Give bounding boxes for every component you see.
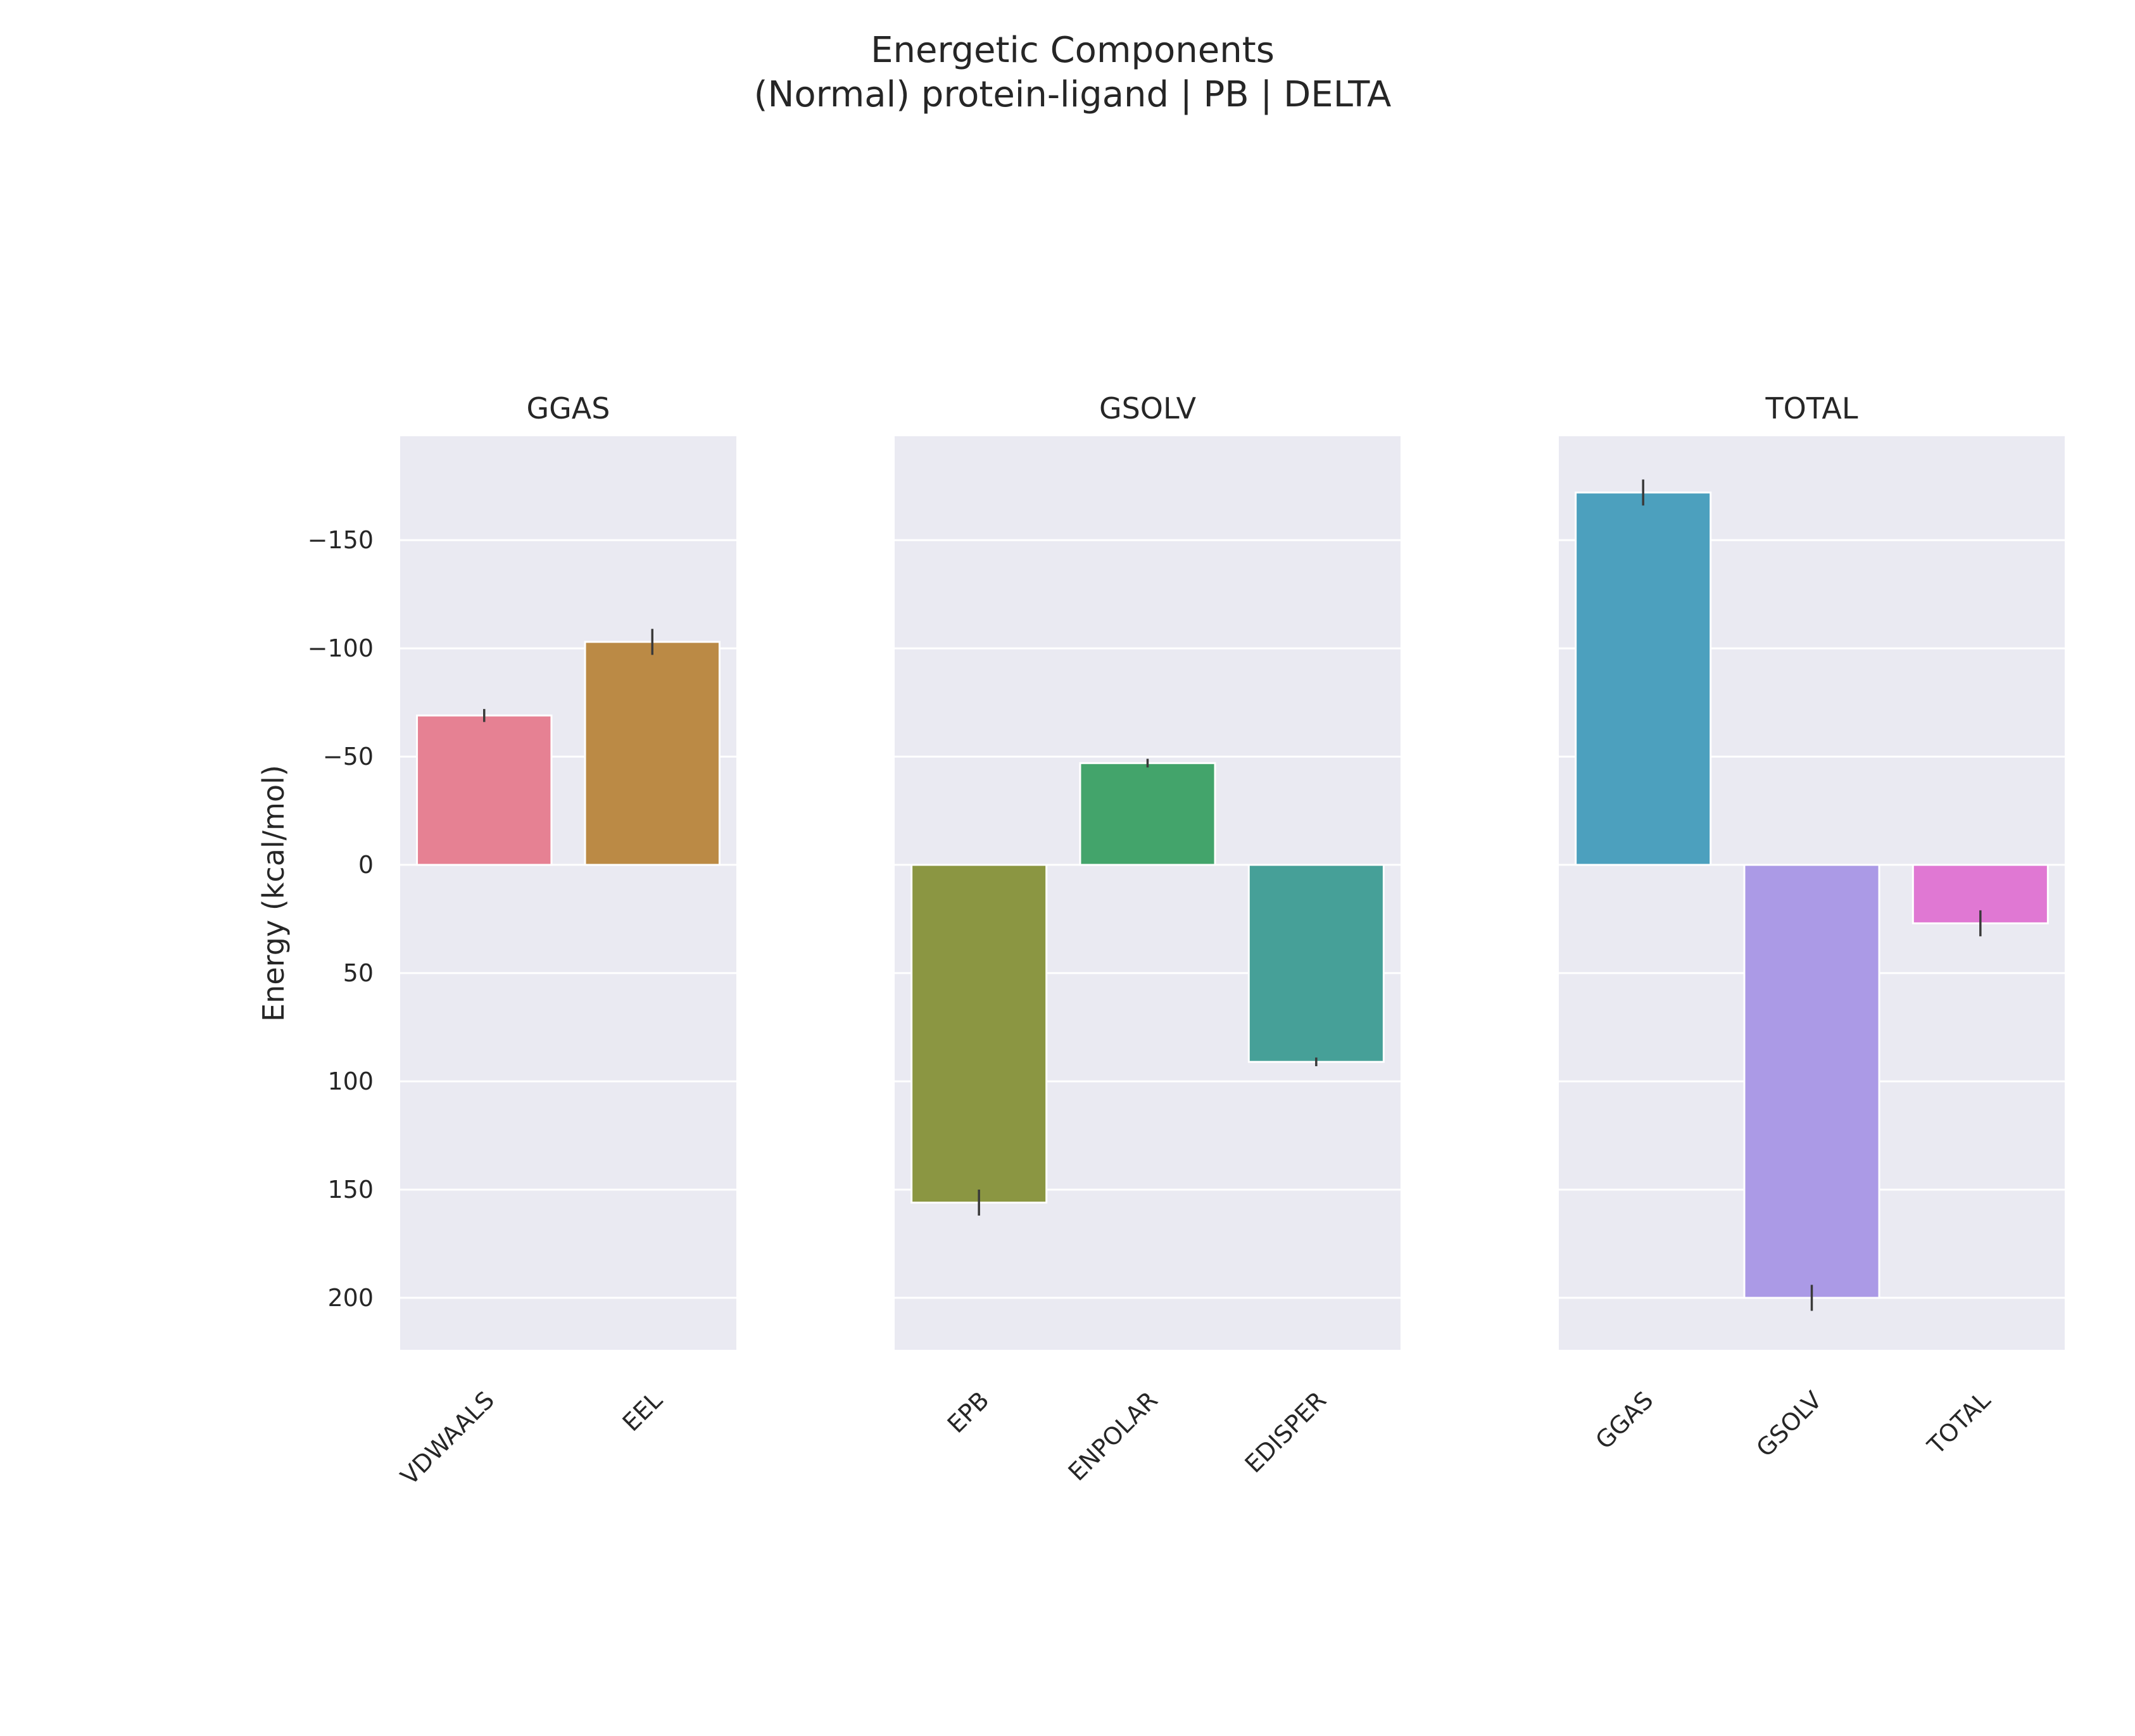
bar-epb — [910, 864, 1048, 1204]
x-tick-label-ggas: GGAS — [1590, 1386, 1658, 1454]
y-tick-label: −150 — [308, 526, 374, 554]
x-tick-label-eel: EEL — [617, 1386, 668, 1437]
x-tick-label-edisper: EDISPER — [1240, 1386, 1332, 1478]
y-tick-label: 0 — [358, 851, 374, 879]
y-tick-label: 100 — [327, 1067, 374, 1095]
panel-title: TOTAL — [1765, 391, 1858, 425]
chart-panels: GGAS VDWAALS EEL GSOLV EPB ENPOLAR EDISPER TOTA… — [308, 391, 2065, 1490]
y-tick-label: −100 — [308, 634, 374, 662]
bar-edisper — [1247, 864, 1385, 1063]
bar-vdwaals — [416, 714, 553, 866]
y-tick-label: 150 — [327, 1176, 374, 1204]
y-axis: −150 −100 −50 0 50 100 150 200 — [308, 526, 374, 1312]
chart-subtitle: (Normal) protein-ligand | PB | DELTA — [754, 74, 1392, 115]
x-tick-label-vdwaals: VDWAALS — [395, 1386, 500, 1490]
panel-total: TOTAL GGAS GSOLV TOTAL — [1559, 391, 2065, 1462]
x-tick-label-enpolar: ENPOLAR — [1063, 1386, 1163, 1486]
panel-background — [400, 436, 736, 1350]
x-tick-label-epb: EPB — [942, 1386, 995, 1438]
y-tick-label: 50 — [343, 959, 374, 987]
x-tick-label-total: TOTAL — [1922, 1386, 1996, 1460]
panel-gsolv: GSOLV EPB ENPOLAR EDISPER — [895, 391, 1401, 1486]
x-tick-label-gsolv: GSOLV — [1751, 1386, 1827, 1462]
y-axis-label: Energy (kcal/mol) — [256, 765, 291, 1022]
panel-title: GGAS — [527, 391, 610, 425]
bar-eel — [584, 641, 721, 866]
panel-ggas: GGAS VDWAALS EEL — [395, 391, 736, 1490]
bar-enpolar — [1079, 762, 1216, 866]
y-tick-label: 200 — [327, 1284, 374, 1312]
chart-title: Energetic Components — [871, 30, 1275, 71]
y-tick-label: −50 — [323, 743, 374, 771]
bar-gsolv — [1743, 864, 1880, 1299]
panel-title: GSOLV — [1099, 391, 1197, 425]
bar-ggas — [1575, 491, 1712, 866]
